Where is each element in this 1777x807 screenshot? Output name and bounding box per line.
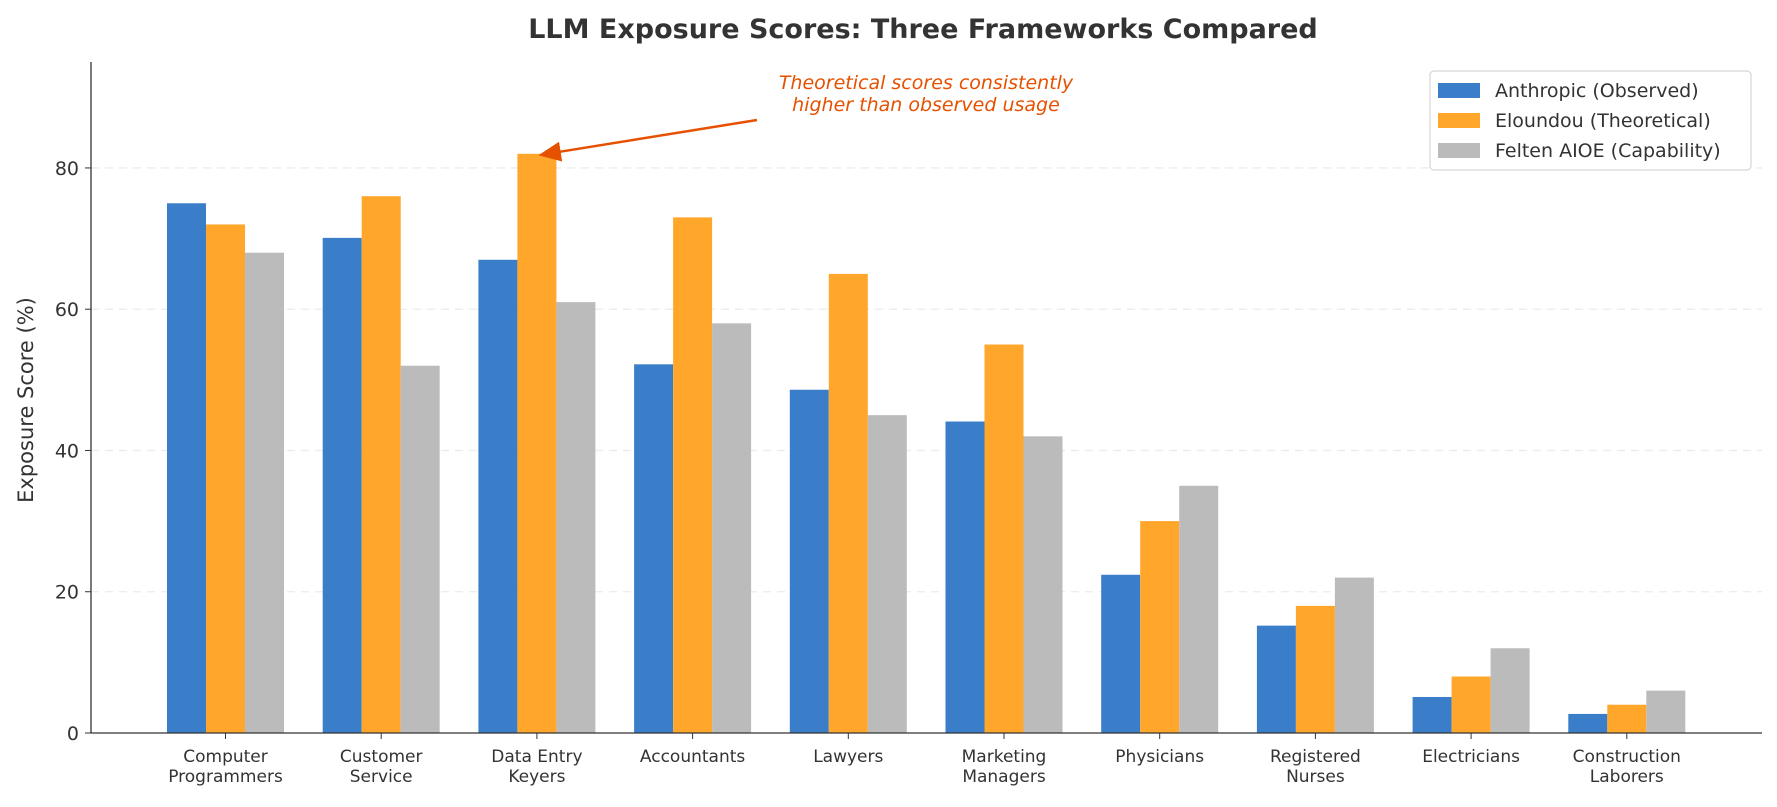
bar <box>478 259 518 733</box>
x-tick-label: Construction Laborers <box>1573 747 1681 787</box>
bar <box>984 344 1024 733</box>
x-tick-label: Data Entry Keyers <box>491 747 582 787</box>
x-tick-label: Customer Service <box>340 747 423 787</box>
bar <box>167 203 206 733</box>
bar <box>361 196 401 733</box>
legend-swatch <box>1438 143 1480 158</box>
chart-title: LLM Exposure Scores: Three Frameworks Co… <box>528 14 1318 45</box>
legend-label: Felten AIOE (Capability) <box>1495 140 1721 162</box>
bar <box>1334 577 1374 733</box>
legend-swatch <box>1438 83 1480 98</box>
x-tick-label: Accountants <box>640 747 745 767</box>
x-tick-label: Registered Nurses <box>1270 747 1361 787</box>
bar <box>1607 704 1647 733</box>
bar <box>1140 521 1180 733</box>
y-tick-label: 60 <box>55 299 79 321</box>
bar <box>867 415 907 733</box>
bar <box>828 273 868 733</box>
bar <box>712 323 752 733</box>
bar <box>673 217 713 734</box>
x-tick-label: Computer Programmers <box>168 747 283 787</box>
bar <box>245 252 284 733</box>
x-tick-label: Marketing Managers <box>962 747 1047 787</box>
bar <box>1256 625 1296 733</box>
y-axis-label: Exposure Score (%) <box>14 297 38 503</box>
x-tick-label: Lawyers <box>813 747 883 767</box>
annotation-arrow <box>538 118 758 162</box>
bar <box>1568 713 1608 733</box>
bar <box>1451 676 1491 733</box>
bar <box>1490 648 1530 733</box>
bar <box>1295 605 1335 733</box>
x-tick-label: Electricians <box>1422 747 1520 767</box>
legend-swatch <box>1438 113 1480 128</box>
y-tick-label: 0 <box>67 723 79 745</box>
bar <box>206 224 245 733</box>
bar <box>1179 485 1219 733</box>
bar <box>400 365 440 733</box>
y-tick-label: 80 <box>55 158 79 180</box>
bar <box>556 302 596 733</box>
bar <box>1101 574 1141 733</box>
bar <box>1646 690 1686 733</box>
annotation-text: Theoretical scores consistently <box>779 72 1074 94</box>
legend-label: Anthropic (Observed) <box>1495 80 1699 102</box>
bar <box>1412 696 1452 733</box>
x-tick-label: Physicians <box>1115 747 1204 767</box>
legend-label: Eloundou (Theoretical) <box>1495 110 1711 132</box>
bar <box>789 389 829 733</box>
bar <box>1023 436 1063 733</box>
bar <box>945 421 985 733</box>
bar <box>322 237 362 734</box>
y-tick-label: 20 <box>55 582 79 604</box>
legend: Anthropic (Observed) Eloundou (Theoretica… <box>1429 70 1752 171</box>
y-tick-label: 40 <box>55 440 79 462</box>
bar <box>517 153 557 734</box>
bar <box>634 364 674 733</box>
legend-frame <box>1429 70 1752 171</box>
annotation-text: higher than observed usage <box>792 94 1060 116</box>
